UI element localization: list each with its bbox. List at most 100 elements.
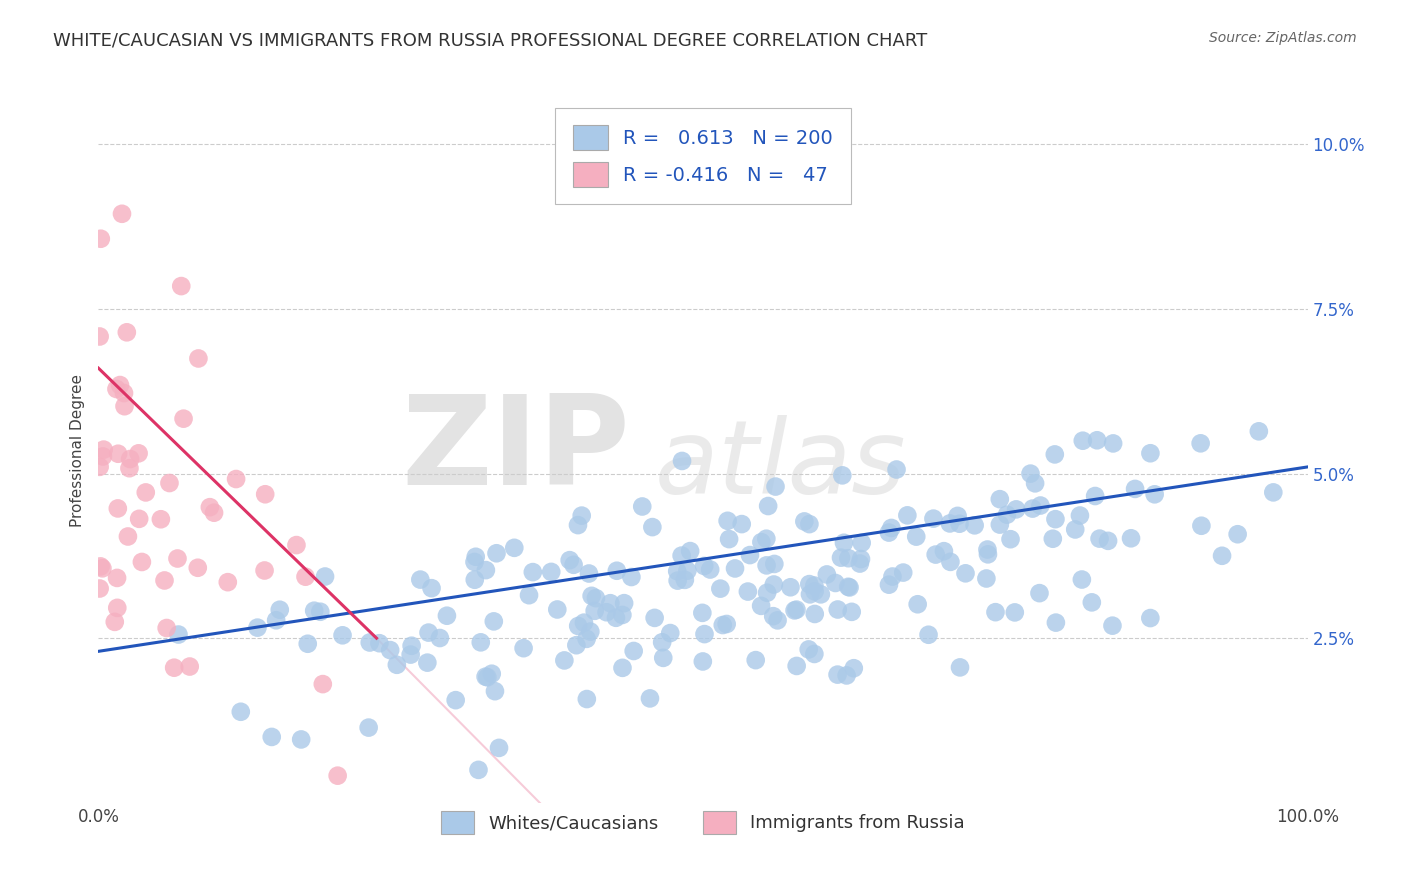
Point xyxy=(583,604,606,618)
Point xyxy=(692,655,714,669)
Point xyxy=(1045,615,1067,630)
Point xyxy=(1004,606,1026,620)
Point xyxy=(112,386,135,401)
Point xyxy=(1097,533,1119,548)
Point xyxy=(976,572,998,586)
Point xyxy=(651,635,673,649)
Point xyxy=(612,607,634,622)
Point xyxy=(939,516,962,531)
Text: Source: ZipAtlas.com: Source: ZipAtlas.com xyxy=(1209,31,1357,45)
Point xyxy=(886,462,908,476)
Point xyxy=(762,577,785,591)
Point xyxy=(332,628,354,642)
Point xyxy=(641,520,664,534)
Point xyxy=(253,564,276,578)
Point xyxy=(571,508,593,523)
Point xyxy=(326,769,349,783)
Point xyxy=(385,657,408,672)
Point xyxy=(724,561,747,575)
Point xyxy=(120,452,142,467)
Point xyxy=(882,569,904,583)
Point xyxy=(409,573,432,587)
Point xyxy=(111,207,134,221)
Point xyxy=(676,564,699,578)
Point xyxy=(467,763,489,777)
Point xyxy=(799,517,821,532)
Point xyxy=(159,476,181,491)
Point xyxy=(302,604,325,618)
Point xyxy=(115,326,138,340)
Point xyxy=(896,508,918,523)
Point xyxy=(849,552,872,566)
Point xyxy=(1226,527,1249,541)
Point xyxy=(932,544,955,558)
Point xyxy=(585,591,607,606)
Point xyxy=(436,608,458,623)
Point xyxy=(763,557,786,571)
Point xyxy=(946,508,969,523)
Point xyxy=(652,651,675,665)
Point xyxy=(399,648,422,662)
Point xyxy=(553,653,575,667)
Point xyxy=(108,378,131,392)
Point xyxy=(264,613,287,627)
Point xyxy=(575,632,598,646)
Point xyxy=(717,514,740,528)
Point xyxy=(1069,508,1091,523)
Point xyxy=(1019,467,1042,481)
Point xyxy=(779,580,801,594)
Point xyxy=(187,351,209,366)
Point xyxy=(579,624,602,639)
Point xyxy=(1139,446,1161,460)
Point xyxy=(1070,573,1092,587)
Point xyxy=(229,705,252,719)
Point xyxy=(567,619,589,633)
Point xyxy=(444,693,467,707)
Point xyxy=(815,567,838,582)
Point xyxy=(1102,436,1125,450)
Point xyxy=(166,551,188,566)
Point xyxy=(1263,485,1285,500)
Point xyxy=(599,596,621,610)
Point xyxy=(841,605,863,619)
Point xyxy=(693,558,716,573)
Point xyxy=(837,551,859,566)
Point xyxy=(1088,532,1111,546)
Point xyxy=(738,548,761,562)
Point xyxy=(170,279,193,293)
Point xyxy=(368,636,391,650)
Point xyxy=(605,611,627,625)
Point xyxy=(976,542,998,557)
Point xyxy=(522,565,544,579)
Point xyxy=(1000,532,1022,546)
Point xyxy=(666,574,689,588)
Point xyxy=(1189,436,1212,450)
Text: ZIP: ZIP xyxy=(402,390,630,511)
Point xyxy=(799,587,821,601)
Point xyxy=(1064,523,1087,537)
Point xyxy=(578,566,600,581)
Point xyxy=(90,232,112,246)
Point xyxy=(737,584,759,599)
Point xyxy=(297,637,319,651)
Point xyxy=(475,563,498,577)
Point xyxy=(1081,595,1104,609)
Point xyxy=(842,661,865,675)
Point xyxy=(963,518,986,533)
Point xyxy=(149,512,172,526)
Point xyxy=(793,515,815,529)
Point xyxy=(546,602,568,616)
Point xyxy=(217,575,239,590)
Point xyxy=(1005,502,1028,516)
Point xyxy=(517,588,540,602)
Point xyxy=(567,518,589,533)
Legend: Whites/Caucasians, Immigrants from Russia: Whites/Caucasians, Immigrants from Russi… xyxy=(432,802,974,843)
Point xyxy=(786,659,808,673)
Point xyxy=(613,596,636,610)
Point xyxy=(699,562,721,576)
Point xyxy=(118,461,141,475)
Point xyxy=(827,602,849,616)
Point xyxy=(294,570,316,584)
Point xyxy=(838,581,860,595)
Point xyxy=(631,500,654,514)
